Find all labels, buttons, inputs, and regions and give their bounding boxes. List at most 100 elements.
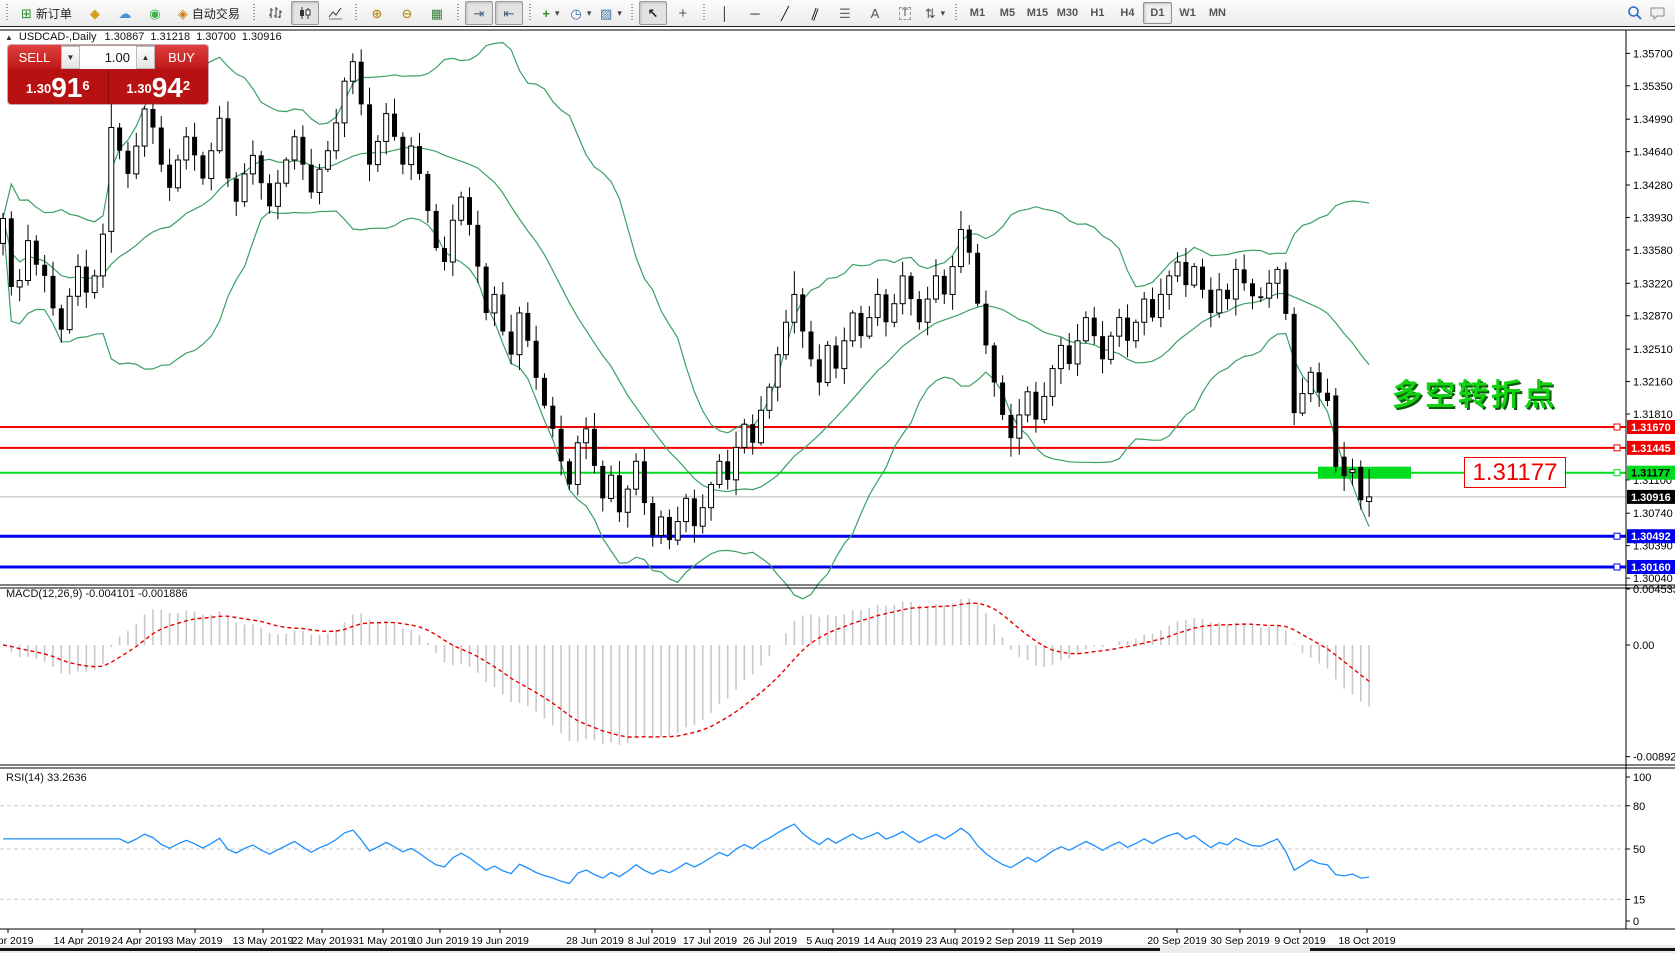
horizontal-lines (0, 423, 1626, 571)
scrollbar-segment[interactable] (1310, 948, 1675, 951)
vertical-line-button[interactable]: │ (711, 1, 739, 25)
search-icon[interactable] (1627, 5, 1643, 21)
svg-text:14 Aug 2019: 14 Aug 2019 (864, 935, 923, 947)
channel-button[interactable]: ∥ (801, 1, 829, 25)
dropdown-caret-icon: ▾ (554, 7, 560, 18)
auto-scroll-button[interactable]: ⇥ (464, 1, 493, 25)
toolbar-grip[interactable] (250, 4, 257, 22)
tf-button-D1[interactable]: D1 (1142, 2, 1172, 24)
trendline-button[interactable]: ╱ (771, 1, 799, 25)
fibonacci-button[interactable]: ☰ (831, 1, 859, 25)
candlestick-chart-button[interactable] (290, 1, 319, 25)
tf-button-H1[interactable]: H1 (1090, 7, 1105, 19)
indicators-button[interactable]: + ▾ (537, 1, 565, 25)
svg-text:24 Apr 2019: 24 Apr 2019 (112, 935, 169, 947)
tile-windows-button[interactable]: ▦ (423, 1, 451, 25)
svg-text:23 Aug 2019: 23 Aug 2019 (926, 935, 985, 947)
one-click-trading-panel: SELL ▼ ▲ BUY 1.30 91 6 1.30 94 2 (8, 45, 208, 104)
tf-button-W1[interactable]: W1 (1179, 7, 1196, 19)
zoom-out-button[interactable]: ⊖ (393, 1, 421, 25)
svg-text:1.30492: 1.30492 (1631, 531, 1671, 543)
toolbar-grip[interactable] (526, 4, 533, 22)
horizontal-line-icon: ─ (750, 5, 760, 21)
svg-text:1.30390: 1.30390 (1633, 541, 1673, 553)
symbol-name: USDCAD-,Daily (18, 31, 97, 43)
toolbar-grip[interactable] (700, 4, 707, 22)
templates-button[interactable]: ▨ ▾ (597, 1, 625, 25)
autotrading-label: 自动交易 (191, 6, 240, 21)
macd-value-signal: -0.001886 (138, 588, 188, 600)
svg-text:28 Jun 2019: 28 Jun 2019 (566, 935, 624, 947)
sell-button[interactable]: SELL (8, 45, 61, 69)
signals-button[interactable]: ◉ (141, 1, 169, 25)
volume-increase-button[interactable]: ▲ (136, 46, 155, 69)
horizontal-scrollbar[interactable] (0, 945, 1675, 953)
cursor-icon: ↖ (647, 5, 659, 21)
buy-price[interactable]: 1.30 94 2 (109, 69, 209, 104)
svg-text:15: 15 (1633, 894, 1645, 906)
zoom-out-icon: ⊖ (401, 5, 413, 21)
crosshair-button[interactable]: + (669, 1, 697, 25)
highlight-rect (1318, 466, 1411, 479)
tf-button-M1[interactable]: M1 (969, 7, 986, 19)
text-button[interactable]: A (861, 1, 889, 25)
svg-text:8 Jul 2019: 8 Jul 2019 (628, 935, 677, 947)
tf-button-M30[interactable]: M30 (1056, 7, 1079, 19)
indicator-panes (0, 29, 1675, 930)
collapse-panel-icon[interactable]: ▲ (5, 32, 13, 42)
volume-input[interactable] (80, 46, 136, 69)
buy-button[interactable]: BUY (155, 45, 208, 69)
dropdown-caret-icon: ▾ (617, 7, 622, 18)
timeframe-group: M1 M5 M15 M30 H1 H4 D1 W1 MN (963, 2, 1232, 24)
svg-text:1.32510: 1.32510 (1633, 344, 1673, 356)
tf-button-M5[interactable]: M5 (999, 7, 1016, 19)
community-icon: ☁ (118, 5, 132, 21)
chat-icon[interactable] (1649, 5, 1667, 21)
sell-price[interactable]: 1.30 91 6 (8, 69, 108, 104)
toolbar-grip[interactable] (454, 4, 461, 22)
market-button[interactable]: ◆ (81, 1, 109, 25)
horizontal-line-button[interactable]: ─ (741, 1, 769, 25)
chart-shift-button[interactable]: ⇤ (494, 1, 523, 25)
arrows-button[interactable]: ⇅ ▾ (921, 1, 949, 25)
svg-text:0.004533: 0.004533 (1633, 584, 1675, 596)
ohlc-close: 1.30916 (241, 31, 282, 43)
toolbar-grip[interactable] (952, 4, 959, 22)
toolbar-grip[interactable] (4, 4, 10, 22)
svg-text:26 Jul 2019: 26 Jul 2019 (743, 935, 797, 947)
auto-scroll-icon: ⇥ (473, 5, 485, 21)
chart-annotation-text[interactable]: 多空转折点 (1392, 379, 1557, 412)
fibonacci-icon: ☰ (839, 5, 851, 21)
tf-button-M15[interactable]: M15 (1026, 7, 1049, 19)
svg-text:1.30160: 1.30160 (1631, 562, 1671, 574)
toolbar-grip[interactable] (352, 4, 359, 22)
text-label-button[interactable]: T (891, 1, 919, 25)
volume-decrease-button[interactable]: ▼ (61, 46, 80, 69)
svg-text:1.34280: 1.34280 (1633, 180, 1673, 192)
scrollbar-segment[interactable] (0, 948, 1160, 951)
zoom-in-icon: ⊕ (371, 5, 383, 21)
zoom-in-button[interactable]: ⊕ (363, 1, 391, 25)
price-chart-canvas[interactable]: 100 80 50 15 0 1.35700 1.35350 1.34990 1.34640 1.… (0, 28, 1675, 953)
autotrading-button[interactable]: ◈ 自动交易 (171, 1, 247, 25)
price-callout-label[interactable]: 1.31177 (1464, 457, 1566, 488)
autotrading-icon: ◈ (177, 5, 188, 21)
svg-text:20 Sep 2019: 20 Sep 2019 (1147, 935, 1207, 947)
periods-button[interactable]: ◷ ▾ (567, 1, 595, 25)
new-order-label: 新订单 (35, 6, 72, 21)
cursor-button[interactable]: ↖ (638, 1, 667, 25)
svg-text:50: 50 (1633, 844, 1645, 856)
svg-text:1.31810: 1.31810 (1633, 409, 1673, 421)
community-button[interactable]: ☁ (111, 1, 139, 25)
svg-text:11 Sep 2019: 11 Sep 2019 (1044, 935, 1103, 947)
line-chart-button[interactable] (321, 1, 349, 25)
new-order-button[interactable]: ⊞ 新订单 (14, 1, 79, 25)
tf-button-MN[interactable]: MN (1208, 7, 1226, 19)
toolbar-grip[interactable] (628, 4, 635, 22)
svg-text:30 Sep 2019: 30 Sep 2019 (1210, 935, 1270, 947)
rsi-value: 33.2636 (46, 772, 87, 784)
tf-button-H4[interactable]: H4 (1120, 7, 1135, 19)
tile-windows-icon: ▦ (430, 5, 444, 21)
svg-text:0.00: 0.00 (1633, 640, 1654, 652)
bar-chart-button[interactable] (261, 1, 289, 25)
